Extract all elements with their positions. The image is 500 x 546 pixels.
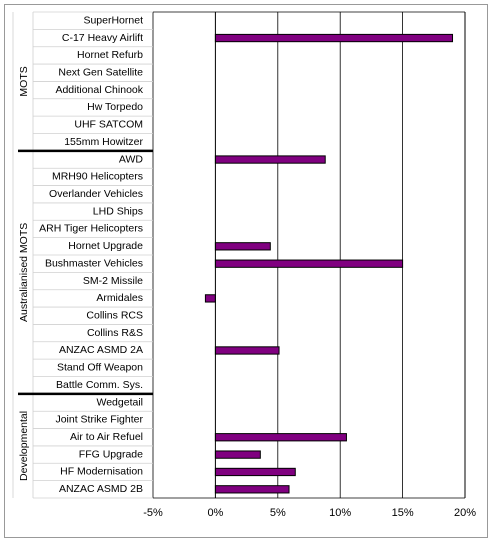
- category-label-lhd-ships: LHD Ships: [93, 205, 143, 217]
- chart-frame: [4, 4, 488, 538]
- category-label-arh-tiger-helicopters: ARH Tiger Helicopters: [39, 223, 143, 235]
- x-tick-label: 5%: [270, 507, 286, 519]
- group-label-australianised-mots: Australianised MOTS: [18, 223, 30, 322]
- x-tick-label: -5%: [143, 507, 163, 519]
- category-label-hornet-upgrade: Hornet Upgrade: [68, 240, 143, 252]
- category-label-hw-torpedo: Hw Torpedo: [87, 101, 143, 113]
- bar-hornet-upgrade: [214, 242, 271, 251]
- x-tick-label: 10%: [329, 507, 351, 519]
- category-label-uhf-satcom: UHF SATCOM: [74, 119, 143, 131]
- category-label-air-to-air-refuel: Air to Air Refuel: [70, 431, 143, 443]
- bar-ffg-upgrade: [214, 450, 261, 459]
- category-label-sm-2-missile: SM-2 Missile: [83, 275, 143, 287]
- bar-awd: [214, 155, 326, 164]
- category-label-anzac-asmd-2a: ANZAC ASMD 2A: [59, 344, 143, 356]
- category-label-joint-strike-fighter: Joint Strike Fighter: [55, 414, 143, 426]
- x-tick-label: 15%: [392, 507, 414, 519]
- category-label-awd: AWD: [119, 153, 144, 165]
- category-label-collins-rands: Collins R&S: [87, 327, 143, 339]
- category-label-mrh90-helicopters: MRH90 Helicopters: [52, 171, 143, 183]
- bar-anzac-asmd-2a: [214, 346, 280, 355]
- category-label-stand-off-weapon: Stand Off Weapon: [57, 362, 143, 374]
- category-label-155mm-howitzer: 155mm Howitzer: [64, 136, 143, 148]
- x-tick-label: 20%: [454, 507, 476, 519]
- bar-air-to-air-refuel: [214, 433, 347, 442]
- category-label-hf-modernisation: HF Modernisation: [60, 466, 143, 478]
- category-label-c-17-heavy-airlift: C-17 Heavy Airlift: [62, 32, 143, 44]
- category-label-overlander-vehicles: Overlander Vehicles: [49, 188, 143, 200]
- bar-bushmaster-vehicles: [214, 259, 404, 268]
- category-label-wedgetail: Wedgetail: [96, 396, 143, 408]
- category-label-superhornet: SuperHornet: [83, 14, 143, 26]
- category-label-ffg-upgrade: FFG Upgrade: [79, 448, 143, 460]
- category-label-armidales: Armidales: [96, 292, 143, 304]
- bar-anzac-asmd-2b: [214, 485, 290, 494]
- group-label-developmental: Developmental: [18, 411, 30, 481]
- category-label-anzac-asmd-2b: ANZAC ASMD 2B: [59, 483, 143, 495]
- bar-hf-modernisation: [214, 467, 296, 477]
- bar-c-17-heavy-airlift: [214, 33, 454, 43]
- category-label-battle-comm-sys: Battle Comm. Sys.: [56, 379, 143, 391]
- category-label-next-gen-satellite: Next Gen Satellite: [58, 67, 143, 79]
- category-label-hornet-refurb: Hornet Refurb: [77, 49, 143, 61]
- category-label-additional-chinook: Additional Chinook: [55, 84, 143, 96]
- group-label-mots: MOTS: [18, 66, 30, 96]
- category-label-collins-rcs: Collins RCS: [86, 310, 143, 322]
- category-label-bushmaster-vehicles: Bushmaster Vehicles: [45, 257, 143, 269]
- x-tick-label: 0%: [207, 507, 223, 519]
- bar-armidales: [204, 294, 216, 303]
